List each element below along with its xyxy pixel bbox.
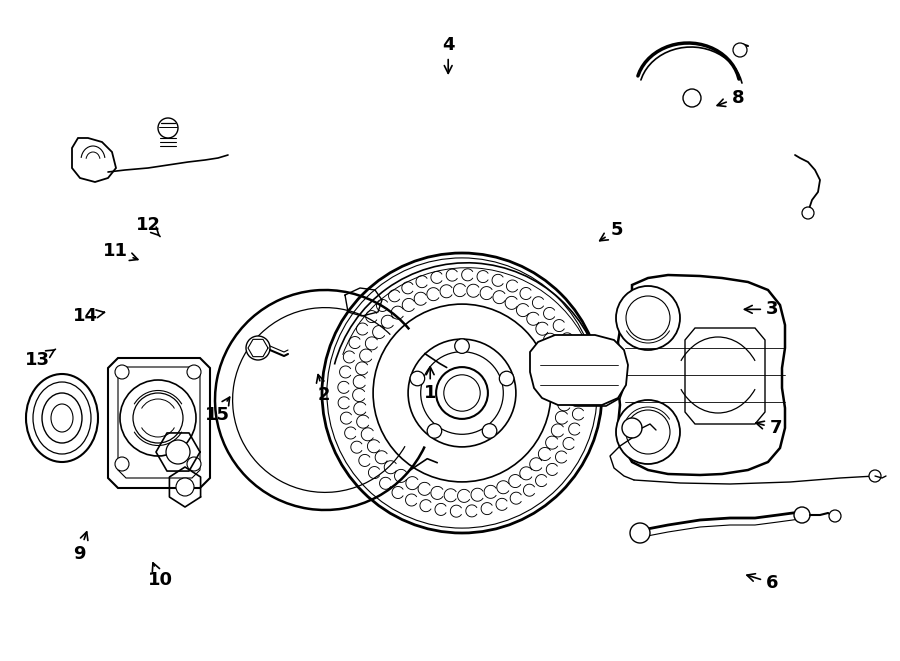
Text: 7: 7: [756, 419, 782, 438]
Circle shape: [794, 507, 810, 523]
Circle shape: [374, 304, 551, 482]
Text: 2: 2: [317, 375, 330, 405]
Polygon shape: [118, 367, 200, 478]
Circle shape: [115, 457, 129, 471]
Circle shape: [187, 457, 201, 471]
Text: 12: 12: [136, 215, 161, 237]
Text: 15: 15: [205, 397, 230, 424]
Text: 14: 14: [73, 307, 104, 325]
Circle shape: [436, 367, 488, 419]
Circle shape: [626, 296, 670, 340]
Polygon shape: [618, 275, 785, 475]
Circle shape: [246, 336, 270, 360]
Ellipse shape: [33, 382, 91, 454]
Text: 11: 11: [103, 242, 138, 260]
Text: 4: 4: [442, 36, 454, 73]
Circle shape: [616, 400, 680, 464]
Circle shape: [327, 258, 597, 528]
Circle shape: [802, 207, 814, 219]
Circle shape: [829, 510, 841, 522]
Text: 3: 3: [744, 300, 778, 319]
Text: 1: 1: [424, 367, 436, 403]
Text: 8: 8: [717, 89, 744, 107]
Text: 5: 5: [599, 221, 623, 241]
Circle shape: [683, 89, 701, 107]
Circle shape: [454, 339, 469, 354]
Text: 13: 13: [25, 349, 56, 369]
Circle shape: [120, 380, 196, 456]
Circle shape: [410, 371, 425, 386]
Circle shape: [869, 470, 881, 482]
Polygon shape: [530, 335, 628, 405]
Circle shape: [622, 418, 642, 438]
Ellipse shape: [51, 404, 73, 432]
Circle shape: [482, 424, 497, 438]
Circle shape: [733, 43, 747, 57]
Circle shape: [322, 253, 602, 533]
Circle shape: [158, 118, 178, 138]
Text: 10: 10: [148, 563, 173, 590]
Circle shape: [115, 365, 129, 379]
Circle shape: [630, 523, 650, 543]
Text: 6: 6: [747, 574, 778, 592]
Circle shape: [444, 375, 481, 411]
Circle shape: [420, 352, 503, 434]
Circle shape: [500, 371, 514, 386]
Circle shape: [428, 424, 442, 438]
Polygon shape: [685, 328, 765, 424]
Circle shape: [626, 410, 670, 454]
Circle shape: [166, 440, 190, 464]
Text: 9: 9: [73, 532, 88, 563]
Ellipse shape: [42, 393, 82, 443]
Polygon shape: [72, 138, 116, 182]
Circle shape: [408, 339, 516, 447]
Polygon shape: [548, 338, 626, 406]
Circle shape: [616, 286, 680, 350]
Circle shape: [133, 393, 183, 443]
Circle shape: [176, 478, 194, 496]
Circle shape: [187, 365, 201, 379]
Ellipse shape: [26, 374, 98, 462]
Polygon shape: [108, 358, 210, 488]
